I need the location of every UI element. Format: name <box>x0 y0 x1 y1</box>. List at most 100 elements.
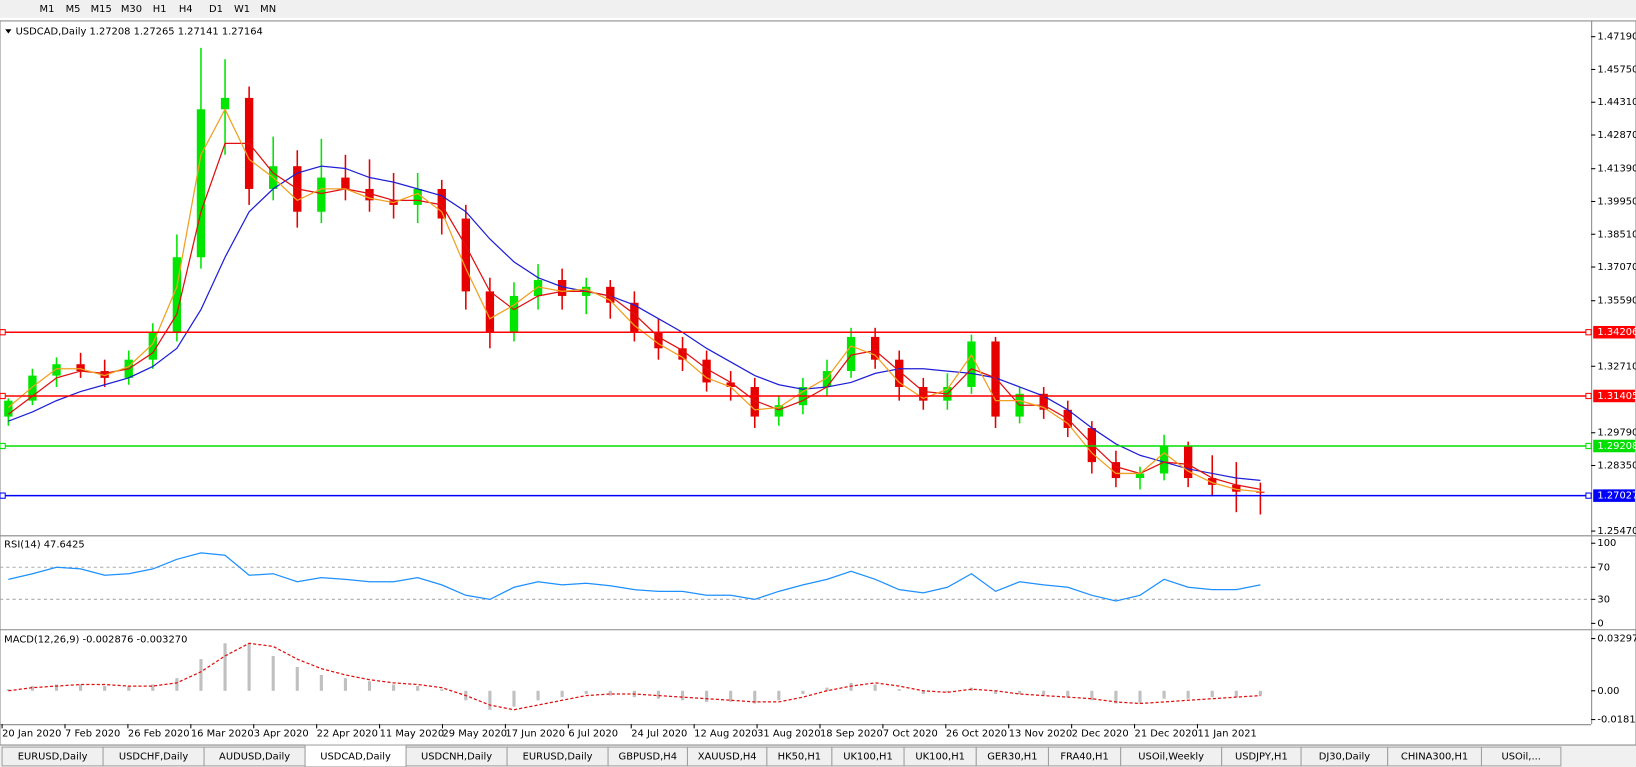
tab-label[interactable]: USOil,Weekly <box>1138 752 1204 763</box>
y-tick-label: 1.32710 <box>1597 361 1636 372</box>
macd-bar <box>873 684 877 691</box>
tab-label[interactable]: USDCNH,Daily <box>421 752 492 763</box>
level-handle <box>0 442 6 450</box>
macd-bar <box>1018 690 1022 694</box>
macd-bar <box>536 690 540 701</box>
tab-label[interactable]: USDJPY,H1 <box>1235 752 1288 763</box>
macd-bar <box>199 659 203 691</box>
macd-bar <box>656 690 661 699</box>
level-handle <box>1585 329 1592 336</box>
indicator-line <box>8 165 1261 481</box>
macd-bar <box>1138 690 1142 704</box>
timeframe-button[interactable] <box>204 1 228 17</box>
timeframe-button[interactable] <box>256 1 280 17</box>
timeframe-button[interactable] <box>117 1 146 17</box>
macd-bar <box>1114 690 1118 704</box>
tab-label[interactable]: USOil,... <box>1501 752 1540 763</box>
macd-bar <box>343 678 347 691</box>
level-label-box <box>1593 325 1635 339</box>
candle-body <box>100 371 109 378</box>
candle-body <box>750 386 759 417</box>
macd-bar <box>6 689 10 691</box>
candle-body <box>822 371 832 387</box>
y-tick-label: 0.00 <box>1597 686 1619 697</box>
tab-label[interactable]: AUDUSD,Daily <box>219 752 290 763</box>
tab-label[interactable]: USDCAD,Daily <box>320 752 391 763</box>
y-tick-label: 1.44310 <box>1597 97 1636 108</box>
x-tick-label: 3 Apr 2020 <box>254 729 309 740</box>
macd-bar <box>584 690 588 694</box>
x-tick-label: 12 Aug 2020 <box>694 729 757 740</box>
x-tick-label: 6 Jul 2020 <box>568 729 618 740</box>
timeframe-button[interactable] <box>230 1 254 17</box>
macd-bar <box>103 686 107 691</box>
timeframe-label[interactable]: H4 <box>179 4 193 15</box>
timeframe-label[interactable]: W1 <box>234 4 250 15</box>
macd-bar <box>488 690 492 710</box>
x-tick-label: 7 Oct 2020 <box>883 729 938 740</box>
candle-body <box>846 336 856 372</box>
macd-bar <box>271 655 275 691</box>
candle-body <box>220 97 230 110</box>
level-handle <box>0 329 6 336</box>
timeframe-button[interactable] <box>61 1 85 17</box>
level-handle <box>0 492 6 499</box>
rsi-title: RSI(14) 47.6425 <box>4 540 85 551</box>
macd-bar <box>729 690 733 702</box>
macd-bar <box>1162 690 1166 699</box>
timeframe-label[interactable]: M1 <box>40 4 55 15</box>
timeframe-label[interactable]: M15 <box>91 4 112 15</box>
tab-label[interactable]: CHINA300,H1 <box>1401 752 1468 763</box>
timeframe-button[interactable] <box>174 1 198 17</box>
tab-label[interactable]: DJ30,Daily <box>1319 752 1371 763</box>
y-tick-label: 1.28350 <box>1597 461 1636 472</box>
macd-bar <box>753 690 757 704</box>
candle-body <box>413 188 422 205</box>
tab-label[interactable]: EURUSD,Daily <box>18 752 88 763</box>
indicator-line <box>8 642 1261 711</box>
x-tick-label: 16 Mar 2020 <box>191 729 254 740</box>
y-tick-label: 1.39950 <box>1597 196 1636 207</box>
macd-bar <box>175 678 179 691</box>
timeframe-button[interactable] <box>87 1 115 17</box>
timeframe-label[interactable]: D1 <box>209 4 223 15</box>
candle-body <box>76 364 85 372</box>
x-tick-label: 26 Oct 2020 <box>946 729 1007 740</box>
candle-body <box>726 382 735 387</box>
candle-body <box>1256 491 1265 493</box>
x-tick-label: 20 Jan 2020 <box>2 729 61 740</box>
level-label: 1.27027 <box>1597 491 1636 502</box>
timeframe-label[interactable]: MN <box>260 4 276 15</box>
tab-label[interactable]: FRA40,H1 <box>1060 752 1108 763</box>
tab-label[interactable]: GBPUSD,H4 <box>619 752 678 763</box>
tab-label[interactable]: XAUUSD,H4 <box>698 752 757 763</box>
candle-body <box>365 188 374 201</box>
y-tick-label: 1.38510 <box>1597 229 1636 240</box>
tab-label[interactable]: EURUSD,Daily <box>523 752 593 763</box>
tab-label[interactable]: UK100,H1 <box>843 752 893 763</box>
timeframe-label[interactable]: H1 <box>153 4 167 15</box>
y-tick-label: 1.42870 <box>1597 130 1636 141</box>
timeframe-button[interactable] <box>35 1 59 17</box>
tab-label[interactable]: USDCHF,Daily <box>119 752 189 763</box>
macd-bar <box>608 690 612 696</box>
macd-bar <box>54 684 59 691</box>
macd-bar <box>295 667 299 691</box>
macd-bar <box>801 690 805 694</box>
x-tick-label: 29 May 2020 <box>442 729 507 740</box>
macd-bar <box>1042 690 1046 696</box>
y-tick-label: 1.41390 <box>1597 164 1636 175</box>
tab-label[interactable]: GER30,H1 <box>987 752 1037 763</box>
tab[interactable] <box>1480 746 1562 767</box>
timeframe-label[interactable]: M5 <box>66 4 81 15</box>
tab-label[interactable]: UK100,H1 <box>915 752 965 763</box>
macd-bar <box>1066 690 1070 698</box>
candle-body <box>774 405 784 417</box>
timeframe-label[interactable]: M30 <box>121 4 142 15</box>
macd-bar <box>151 684 155 691</box>
timeframe-button[interactable] <box>148 1 172 17</box>
macd-bar <box>921 690 925 694</box>
tab-label[interactable]: HK50,H1 <box>778 752 821 763</box>
macd-bar <box>945 690 949 693</box>
